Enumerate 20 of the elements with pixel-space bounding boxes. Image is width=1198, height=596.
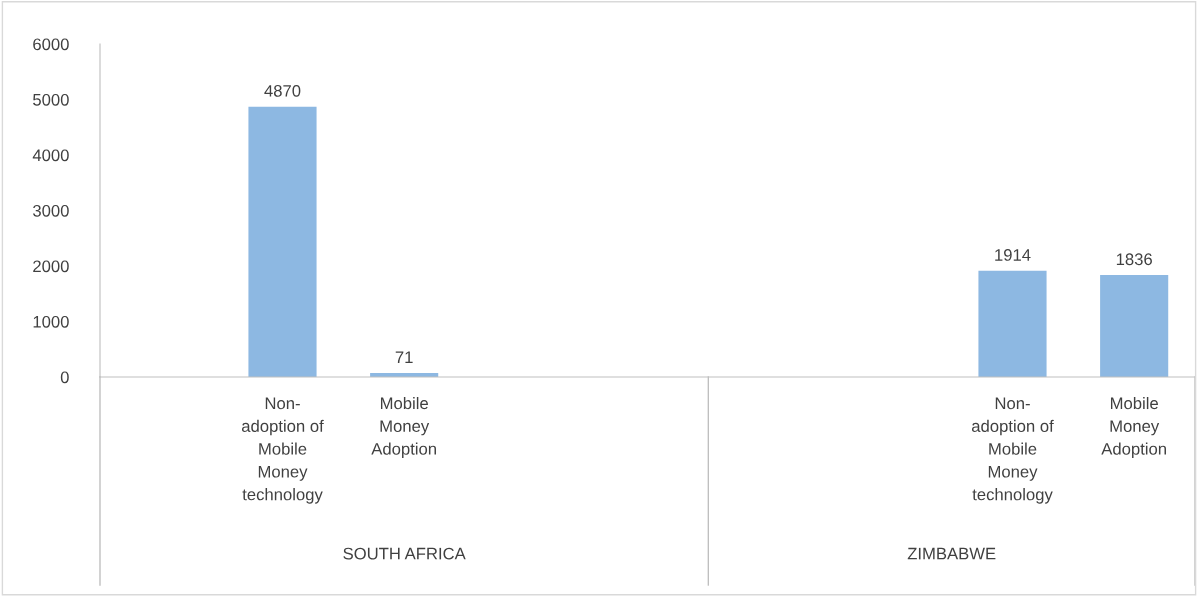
- bar: [248, 106, 317, 377]
- y-tick-label: 2000: [33, 260, 69, 273]
- y-tick-label: 5000: [33, 93, 69, 106]
- x-tick-label: Non- adoption of Mobile Money technology: [971, 397, 1054, 504]
- x-tick-label: Non- adoption of Mobile Money technology: [241, 397, 324, 504]
- y-tick-label: 4000: [32, 149, 69, 162]
- y-tick-label: 3000: [33, 204, 69, 217]
- bar: [1100, 275, 1169, 377]
- y-tick-label: 0: [60, 371, 69, 384]
- x-tick-label: Mobile Money Adoption: [371, 396, 436, 459]
- y-tick-label: 6000: [33, 38, 69, 51]
- data-label: 1914: [995, 249, 1031, 261]
- text: ZIMBABWE: [907, 547, 996, 560]
- x-tick-label: Mobile Money Adoption: [1101, 396, 1166, 459]
- data-label: 71: [395, 351, 413, 363]
- text: SOUTH AFRICA: [343, 547, 466, 560]
- bar: [978, 270, 1047, 377]
- data-label: 1836: [1116, 253, 1152, 266]
- y-tick-label: 1000: [33, 315, 69, 328]
- data-label: 4870: [264, 84, 301, 97]
